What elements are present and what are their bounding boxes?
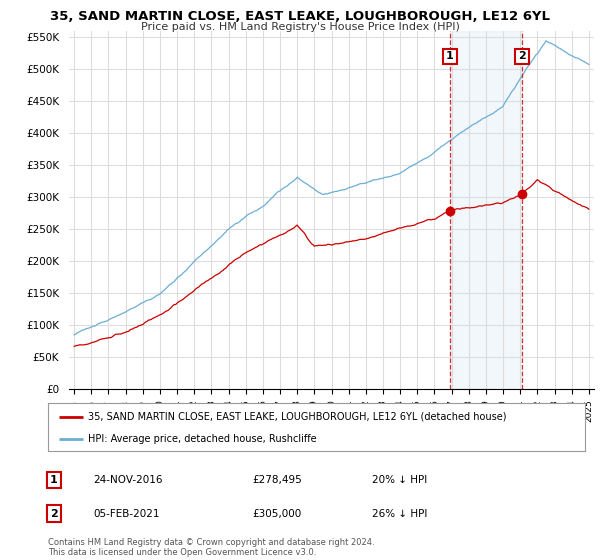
Text: 35, SAND MARTIN CLOSE, EAST LEAKE, LOUGHBOROUGH, LE12 6YL: 35, SAND MARTIN CLOSE, EAST LEAKE, LOUGH… bbox=[50, 10, 550, 23]
Text: 05-FEB-2021: 05-FEB-2021 bbox=[93, 508, 160, 519]
Text: Contains HM Land Registry data © Crown copyright and database right 2024.
This d: Contains HM Land Registry data © Crown c… bbox=[48, 538, 374, 557]
Text: 20% ↓ HPI: 20% ↓ HPI bbox=[372, 475, 427, 485]
Text: 26% ↓ HPI: 26% ↓ HPI bbox=[372, 508, 427, 519]
Text: £278,495: £278,495 bbox=[252, 475, 302, 485]
Text: 2: 2 bbox=[50, 508, 58, 519]
Text: 24-NOV-2016: 24-NOV-2016 bbox=[93, 475, 163, 485]
Bar bbox=[450, 31, 522, 389]
Text: 2: 2 bbox=[518, 52, 526, 62]
Text: 35, SAND MARTIN CLOSE, EAST LEAKE, LOUGHBOROUGH, LE12 6YL (detached house): 35, SAND MARTIN CLOSE, EAST LEAKE, LOUGH… bbox=[88, 412, 507, 422]
Text: Price paid vs. HM Land Registry's House Price Index (HPI): Price paid vs. HM Land Registry's House … bbox=[140, 22, 460, 32]
Text: £305,000: £305,000 bbox=[252, 508, 301, 519]
Text: 1: 1 bbox=[446, 52, 454, 62]
Text: 1: 1 bbox=[50, 475, 58, 485]
Text: HPI: Average price, detached house, Rushcliffe: HPI: Average price, detached house, Rush… bbox=[88, 434, 317, 444]
